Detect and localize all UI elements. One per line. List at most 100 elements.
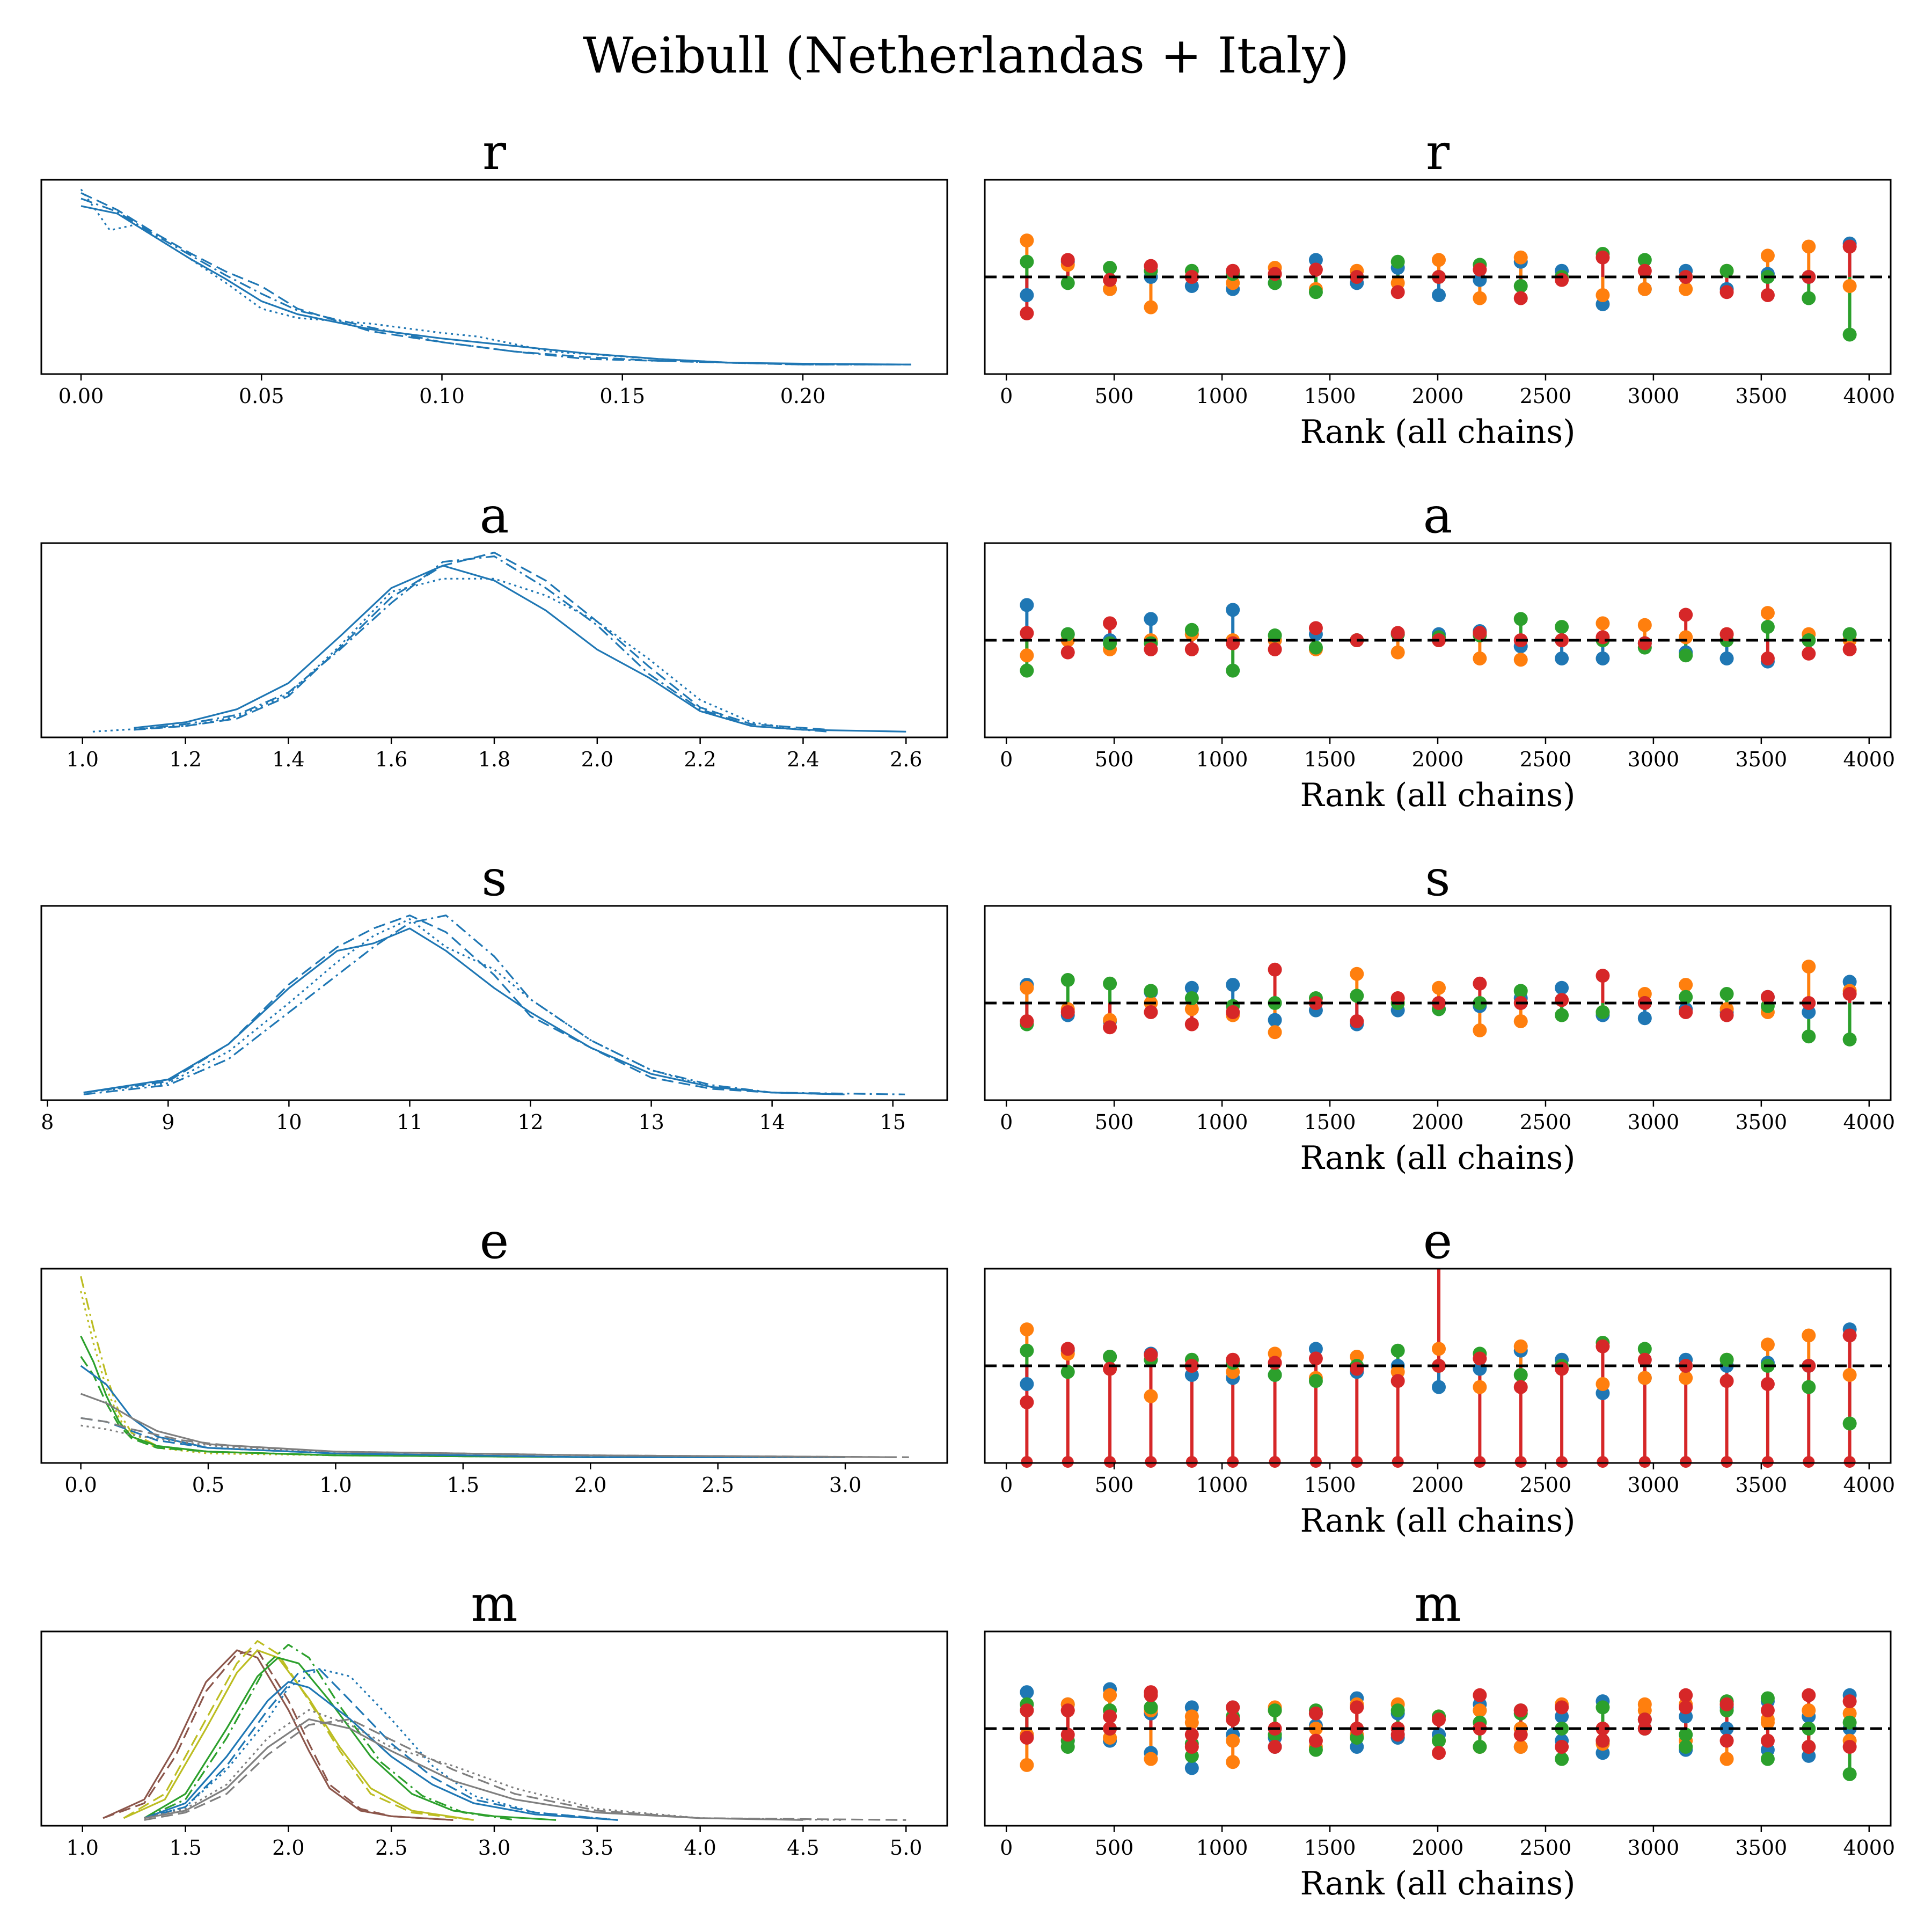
rank-point [1842, 1367, 1857, 1382]
rank-point [1184, 1017, 1199, 1031]
rank-point [1473, 1380, 1487, 1394]
rank-point [1226, 978, 1240, 992]
rank-point [1473, 1703, 1487, 1718]
rank-point [1184, 1761, 1199, 1775]
density-curve [80, 1417, 846, 1458]
rank-point [1226, 1713, 1240, 1727]
rank-point [1760, 990, 1775, 1004]
rank-point [1719, 651, 1734, 665]
rank-point [1513, 250, 1528, 265]
rank-point [1719, 1352, 1734, 1367]
rank-point [1308, 1722, 1323, 1736]
rank-point [1513, 1703, 1528, 1718]
x-tick-label: 3000 [1628, 1110, 1680, 1134]
rank-point [1842, 642, 1857, 656]
rank-panel-e: 0 500 1000 1500 2000 2500 3000 3500 4000 e Rank (a… [984, 1212, 1895, 1540]
x-tick-label: 2000 [1412, 1473, 1464, 1497]
rank-point [1269, 1456, 1281, 1468]
rank-point [1103, 1709, 1117, 1724]
x-tick-label: 1500 [1304, 1836, 1356, 1860]
rank-point [1103, 261, 1117, 275]
x-tick-label: 2.2 [684, 748, 716, 771]
rank-point [1020, 626, 1034, 640]
rank-point [1473, 626, 1487, 640]
x-tick-label: 4000 [1843, 384, 1895, 408]
x-tick-label: 15 [880, 1110, 906, 1134]
rank-point [1679, 1688, 1693, 1702]
rank-point [1637, 618, 1652, 632]
rank-point [1103, 1688, 1117, 1702]
x-tick-label: 1000 [1196, 384, 1248, 408]
rank-point [1350, 989, 1364, 1003]
rank-point [1760, 1691, 1775, 1706]
rank-panel-s: 0 500 1000 1500 2000 2500 3000 3500 4000 s Rank (a… [984, 850, 1895, 1177]
x-tick-label: 9 [162, 1110, 174, 1134]
rank-point [1144, 1005, 1158, 1019]
x-axis-label: Rank (all chains) [1300, 1139, 1575, 1177]
rank-point [1473, 262, 1487, 277]
density-curve [123, 1640, 474, 1821]
x-tick-label: 4000 [1843, 1836, 1895, 1860]
rank-point [1473, 651, 1487, 665]
rank-point [1513, 1339, 1528, 1353]
rank-point [1719, 1697, 1734, 1711]
x-tick-label: 1.6 [375, 748, 407, 771]
rank-point [1555, 1739, 1569, 1754]
x-tick-label: 10 [276, 1110, 302, 1134]
rank-point [1802, 1029, 1816, 1044]
panel-title: m [471, 1575, 517, 1633]
rank-point [1226, 1005, 1240, 1019]
rank-point [1760, 248, 1775, 263]
x-tick-label: 3500 [1735, 1110, 1787, 1134]
rank-point [1184, 980, 1199, 995]
density-curve [92, 577, 803, 733]
rank-point [1842, 987, 1857, 1001]
x-tick-label: 14 [759, 1110, 785, 1134]
rank-point [1020, 1377, 1034, 1391]
density-curve [83, 927, 845, 1095]
rank-point [1268, 1703, 1282, 1718]
rank-point [1103, 636, 1117, 650]
panel-title: s [1425, 850, 1450, 907]
x-tick-label: 1.8 [478, 748, 510, 771]
rank-point [1473, 1739, 1487, 1754]
density-curve [134, 555, 829, 733]
x-tick-label: 3500 [1735, 1836, 1787, 1860]
rank-point [1679, 282, 1693, 296]
rank-point [1842, 1694, 1857, 1709]
rank-point [1020, 288, 1034, 302]
rank-point [1060, 1703, 1075, 1718]
x-tick-label: 2.4 [787, 748, 819, 771]
rank-point [1555, 1362, 1569, 1376]
rank-point [1308, 640, 1323, 655]
density-curve [80, 1356, 591, 1458]
rank-point [1719, 987, 1734, 1001]
rank-point [1103, 273, 1117, 287]
rank-point [1350, 1014, 1364, 1028]
rank-point [1679, 1005, 1693, 1019]
rank-point [1637, 1342, 1652, 1356]
rank-point [1513, 1728, 1528, 1742]
rank-point [1185, 1456, 1198, 1468]
rank-point [1062, 1456, 1074, 1468]
rank-point [1760, 288, 1775, 302]
rank-point [1802, 646, 1816, 661]
rank-point [1308, 285, 1323, 299]
rank-point [1513, 279, 1528, 293]
rank-point [1184, 991, 1199, 1005]
x-tick-label: 2.0 [272, 1836, 304, 1860]
rank-point [1596, 1722, 1610, 1736]
x-tick-label: 1.0 [67, 748, 99, 771]
rank-point [1513, 653, 1528, 667]
rank-point [1268, 267, 1282, 281]
rank-point [1227, 1456, 1239, 1468]
rank-point [1842, 1739, 1857, 1754]
x-tick-label: 2.5 [701, 1473, 734, 1497]
rank-point [1060, 1365, 1075, 1379]
x-tick-label: 2.6 [890, 748, 922, 771]
rank-point [1268, 1356, 1282, 1370]
x-tick-label: 2000 [1412, 384, 1464, 408]
rank-point [1144, 259, 1158, 273]
rank-point [1556, 1456, 1568, 1468]
